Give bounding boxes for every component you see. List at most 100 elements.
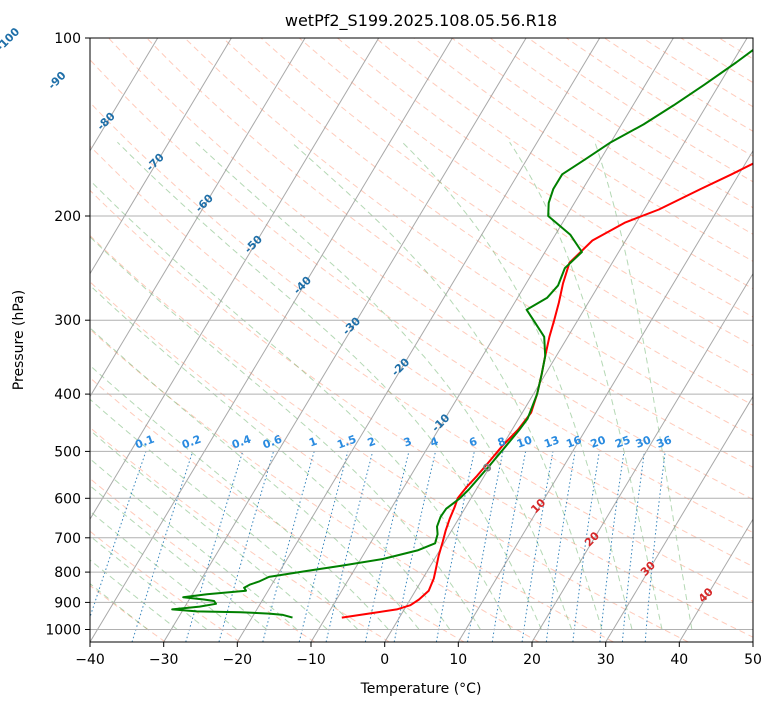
dry-adiabat-line bbox=[90, 477, 315, 642]
isotherm-line bbox=[605, 395, 753, 642]
dry-adiabat-line bbox=[90, 377, 465, 642]
chart-title: wetPf2_S199.2025.108.05.56.R18 bbox=[285, 11, 557, 31]
dry-adiabat-line bbox=[90, 328, 540, 642]
x-tick-label: 30 bbox=[597, 652, 615, 668]
x-tick-label: −20 bbox=[223, 652, 253, 668]
mixing-ratio-line bbox=[131, 451, 194, 642]
mixing-ratio-label: 6 bbox=[467, 435, 479, 450]
mixing-ratio-line bbox=[185, 451, 244, 642]
mixing-ratio-label: 25 bbox=[613, 433, 632, 450]
mixing-ratio-label: 0.2 bbox=[180, 433, 203, 452]
mixing-ratio-label: 30 bbox=[634, 433, 653, 451]
mixing-ratio-line bbox=[621, 451, 645, 642]
mixing-ratio-label: 2 bbox=[366, 435, 378, 450]
x-axis-label: Temperature (°C) bbox=[360, 681, 482, 697]
mixing-ratio-line bbox=[298, 451, 349, 642]
mixing-ratio-line bbox=[572, 451, 600, 642]
isotherm-line bbox=[90, 38, 453, 642]
mixing-ratio-label: 1.5 bbox=[335, 433, 358, 452]
pressure-grid bbox=[90, 38, 753, 642]
mixing-ratio-label: 1 bbox=[307, 435, 319, 450]
x-tick-label: 50 bbox=[744, 652, 762, 668]
mixing-ratio-label: 4 bbox=[428, 435, 440, 450]
y-tick-label: 700 bbox=[54, 531, 81, 547]
mixing-ratio-label: 8 bbox=[496, 435, 508, 450]
mixing-ratio-line bbox=[262, 451, 315, 642]
x-axis: −40 −30 −20 −10 0 10 20 30 40 50 bbox=[75, 642, 762, 668]
moist-adiabat-line bbox=[90, 236, 481, 630]
mixing-ratio-label: 3 bbox=[402, 435, 414, 450]
y-tick-label: 900 bbox=[54, 595, 81, 611]
y-tick-label: 500 bbox=[54, 444, 81, 460]
background-lines bbox=[90, 38, 753, 642]
mixing-ratio-line bbox=[644, 451, 666, 642]
isotherm-line bbox=[384, 38, 748, 642]
y-tick-label: 300 bbox=[54, 313, 81, 329]
x-tick-label: 40 bbox=[670, 652, 688, 668]
dry-adiabat-line bbox=[90, 59, 753, 534]
x-tick-label: 10 bbox=[449, 652, 467, 668]
x-tick-label: 0 bbox=[380, 652, 389, 668]
isotherm-line bbox=[90, 38, 380, 521]
isotherm-line bbox=[90, 38, 232, 275]
isotherm-line bbox=[236, 38, 601, 642]
mixing-ratio-line bbox=[521, 451, 554, 642]
moist-adiabat-line bbox=[90, 364, 389, 630]
dewpoint-line bbox=[171, 48, 753, 619]
dry-adiabat-line bbox=[146, 38, 753, 468]
moist-adiabat-line bbox=[90, 327, 420, 630]
dry-adiabat-line bbox=[90, 145, 753, 602]
mixing-ratio-label: 0.4 bbox=[230, 433, 253, 452]
dry-adiabat-line bbox=[298, 38, 753, 347]
moist-adiabat-line bbox=[90, 535, 208, 630]
mixing-ratio-label: 16 bbox=[564, 433, 583, 451]
dry-adiabat-line bbox=[108, 38, 753, 501]
isotherm-line bbox=[531, 272, 753, 642]
mixing-ratio-line bbox=[218, 451, 274, 642]
moist-adiabat-line bbox=[90, 458, 298, 630]
y-tick-label: 600 bbox=[54, 491, 81, 507]
moist-adiabat-line bbox=[594, 142, 693, 630]
x-tick-label: −10 bbox=[296, 652, 326, 668]
y-tick-label: 1000 bbox=[45, 623, 81, 639]
isotherm-line bbox=[678, 518, 753, 642]
x-tick-label: 20 bbox=[523, 652, 541, 668]
y-axis: 1000 900 800 700 600 500 400 300 200 100 bbox=[45, 31, 90, 639]
mixing-ratio-label: 10 bbox=[515, 433, 534, 451]
dry-adiabat-line bbox=[90, 426, 390, 642]
series-layer bbox=[171, 48, 753, 619]
isotherm-line bbox=[310, 38, 674, 642]
mixing-ratio-line bbox=[599, 451, 625, 642]
mixing-ratio-line bbox=[364, 451, 410, 642]
y-tick-label: 100 bbox=[54, 31, 81, 47]
x-tick-label: −30 bbox=[149, 652, 179, 668]
moist-adiabat-line bbox=[509, 141, 663, 630]
moist-adiabat-line bbox=[291, 141, 603, 630]
moist-adiabat-line bbox=[90, 485, 268, 630]
dry-adiabat-line bbox=[260, 38, 753, 376]
y-tick-label: 400 bbox=[54, 387, 81, 403]
moist-adiabat-line bbox=[90, 429, 328, 630]
mixing-ratio-label: 20 bbox=[589, 433, 608, 451]
isotherm-line bbox=[163, 38, 527, 642]
x-tick-label: −40 bbox=[75, 652, 105, 668]
mixing-ratio-line bbox=[545, 451, 576, 642]
mixing-ratio-line bbox=[325, 451, 374, 642]
moist-adiabat-line bbox=[90, 284, 451, 630]
dry-adiabat-line bbox=[90, 530, 241, 642]
dry-adiabat-line bbox=[90, 234, 689, 642]
dry-adiabat-line bbox=[90, 281, 614, 642]
mixing-ratio-label: 36 bbox=[655, 433, 674, 451]
mixing-ratio-label: 0.1 bbox=[133, 433, 156, 452]
isotherm-line bbox=[90, 38, 159, 152]
isotherm-line bbox=[457, 149, 753, 642]
moist-adiabat-line bbox=[195, 141, 573, 630]
plot-frame bbox=[89, 37, 754, 643]
dry-adiabat-line bbox=[90, 101, 753, 568]
y-axis-label: Pressure (hPa) bbox=[11, 290, 27, 390]
moist-adiabat-line bbox=[90, 510, 238, 630]
y-tick-label: 800 bbox=[54, 565, 81, 581]
dry-adiabat-line bbox=[90, 584, 166, 642]
isotherm-line bbox=[90, 38, 306, 398]
